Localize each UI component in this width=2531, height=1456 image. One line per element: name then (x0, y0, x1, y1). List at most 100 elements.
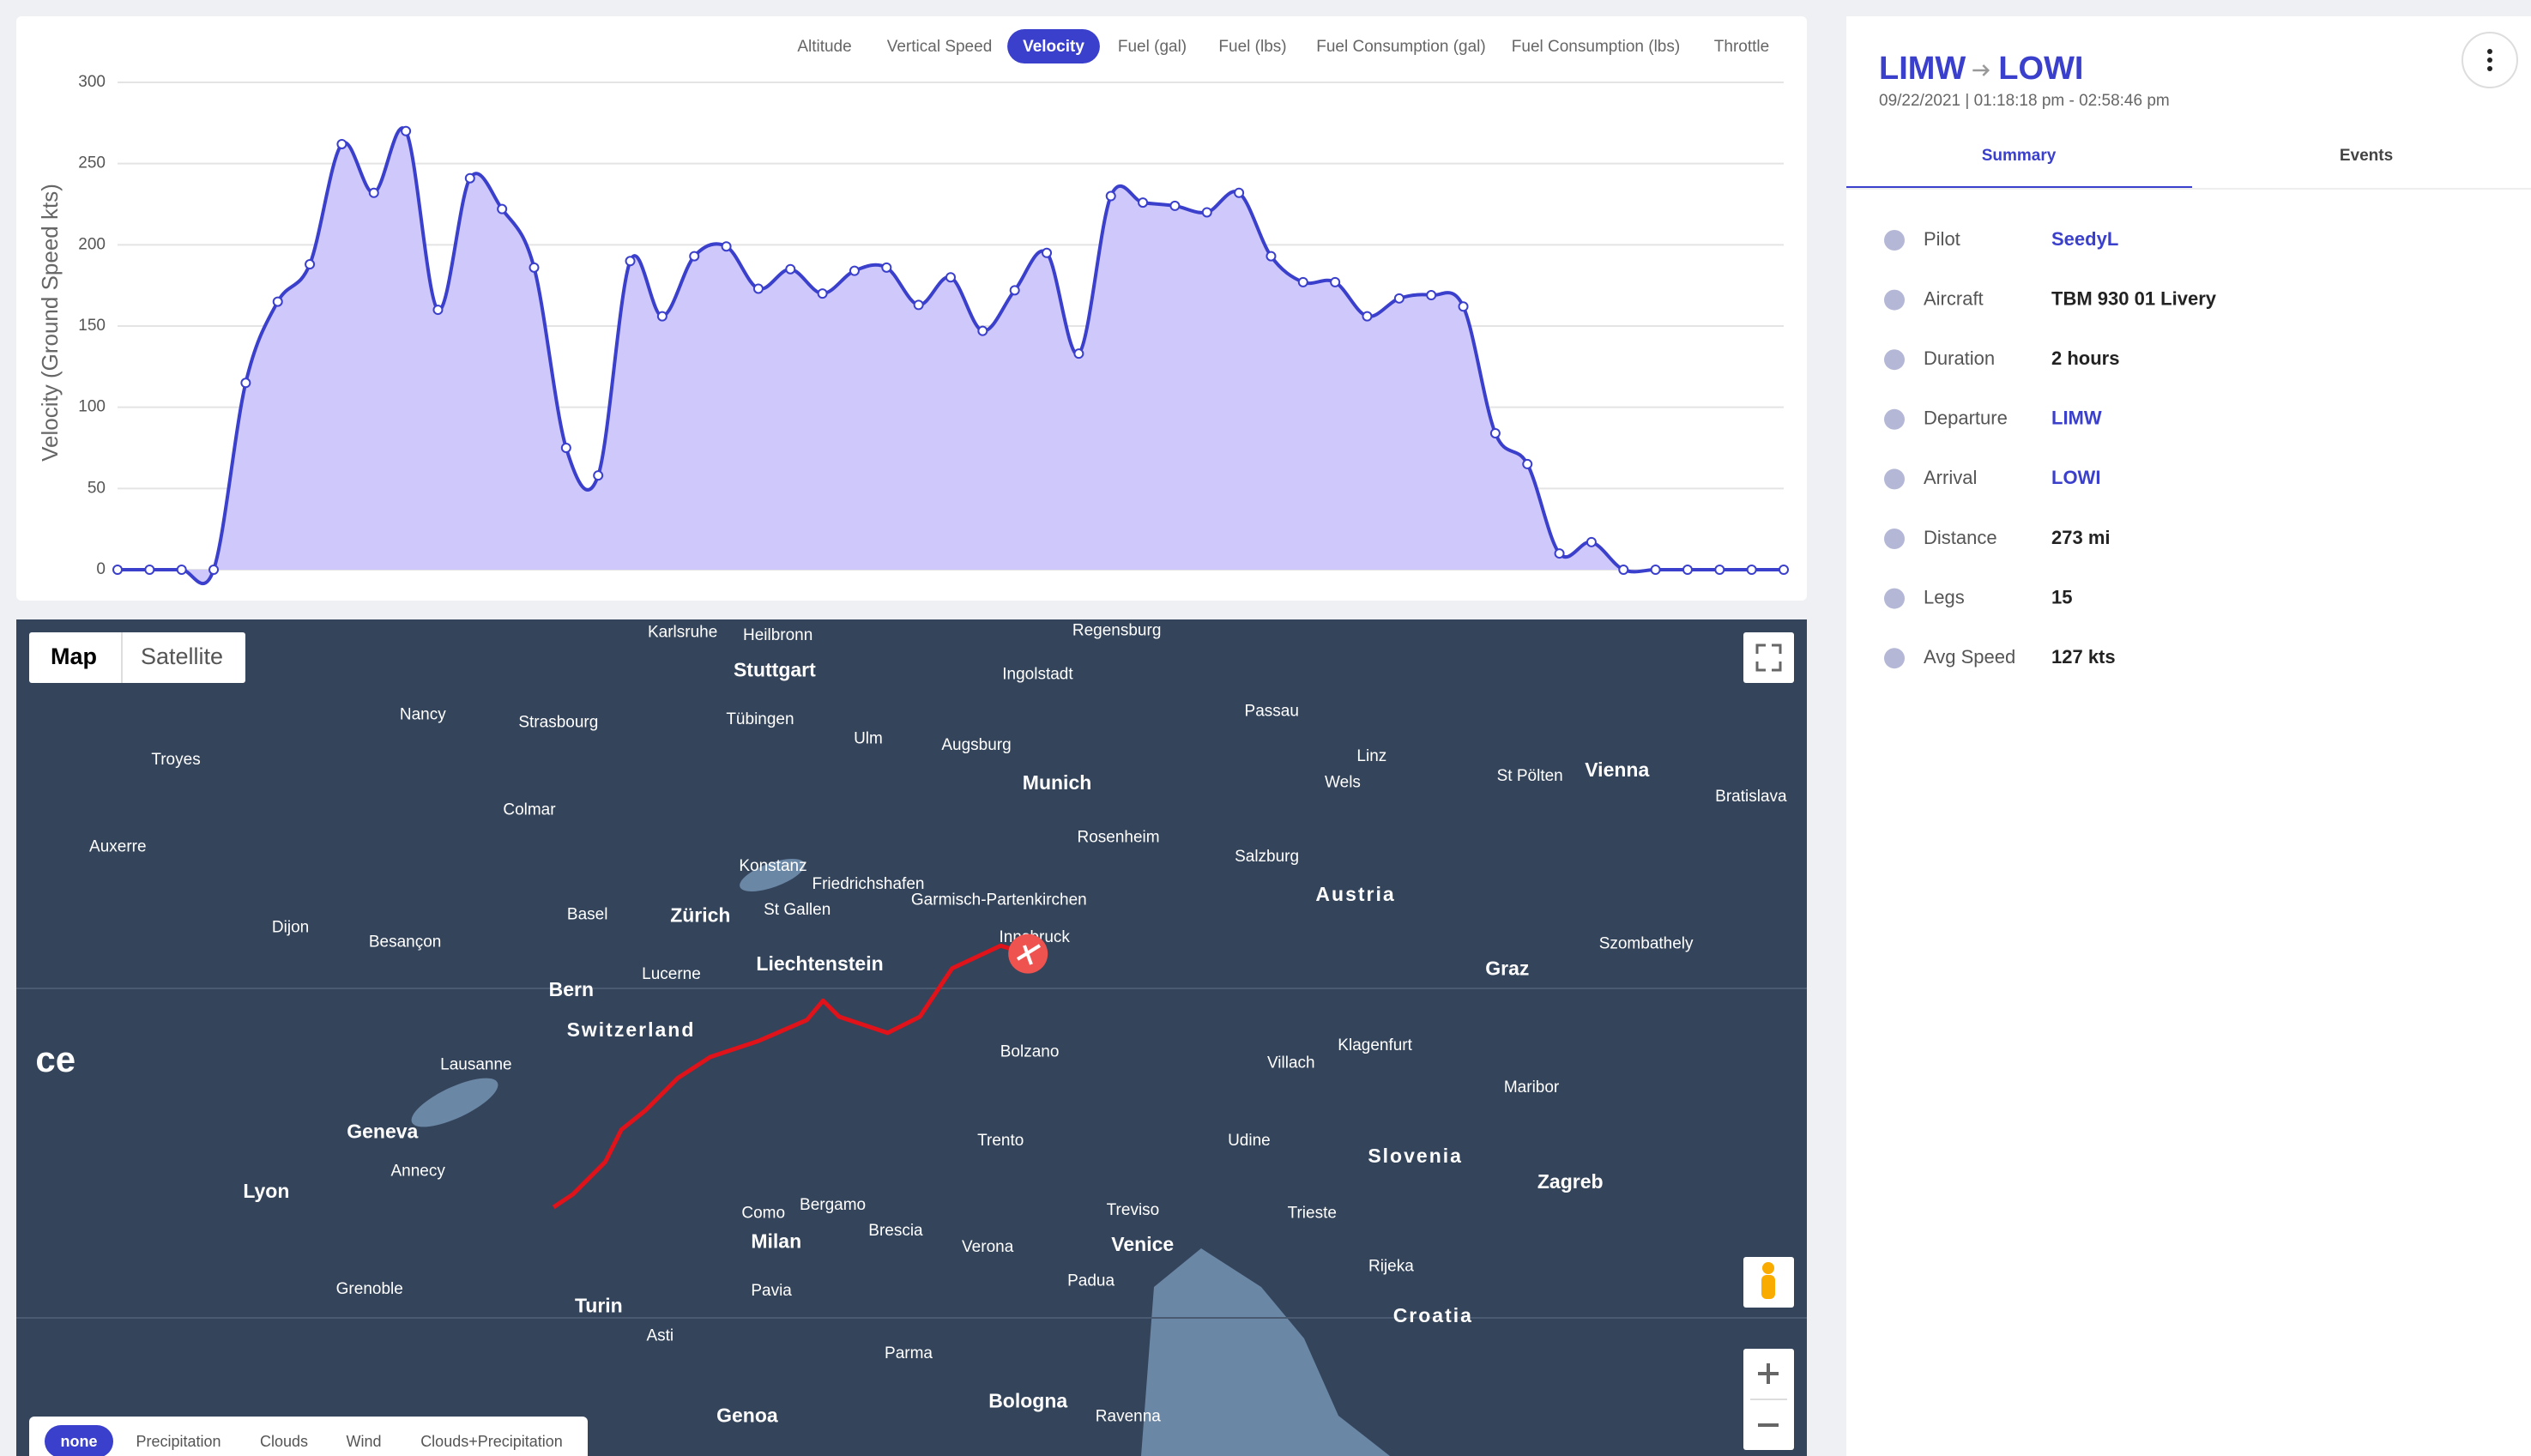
data-point (1618, 565, 1629, 575)
detail-label: Avg Speed (1924, 646, 2015, 668)
chart-tab[interactable]: Throttle (1714, 38, 1769, 56)
data-point (432, 305, 444, 316)
layer-button[interactable]: Clouds (260, 1433, 308, 1450)
detail-label: Legs (1924, 586, 1965, 607)
zoom-in[interactable] (1758, 1363, 1779, 1384)
detail-label: Aircraft (1924, 287, 1984, 309)
map-label: Bologna (988, 1390, 1067, 1412)
map-type-button[interactable]: Map (51, 643, 97, 669)
detail-value[interactable]: LIMW (2051, 408, 2102, 429)
map-label: Troyes (151, 751, 200, 769)
data-point (176, 565, 187, 575)
chart-tab[interactable]: Fuel Consumption (gal) (1316, 38, 1485, 56)
data-point (529, 262, 540, 273)
chart-tab[interactable]: Vertical Speed (887, 38, 993, 56)
map-label: Udine (1228, 1132, 1271, 1150)
data-point (1138, 197, 1149, 208)
aircraft-icon (1016, 944, 1042, 965)
detail-value[interactable]: SeedyL (2051, 228, 2118, 250)
y-tick-label: 150 (78, 317, 106, 335)
map-label: Genoa (716, 1405, 778, 1427)
map-type-button[interactable]: Satellite (141, 643, 223, 669)
data-point (1682, 565, 1693, 575)
flight-route (552, 943, 1029, 1210)
map-label: Passau (1245, 703, 1299, 721)
data-point (1554, 548, 1565, 559)
chart-tab[interactable]: Fuel (lbs) (1218, 38, 1286, 56)
data-point (1362, 311, 1373, 322)
detail-value: 15 (2051, 586, 2072, 607)
chart: Altitude Vertical Speed Velocity Fuel (gal)… (37, 29, 1789, 585)
data-point (112, 565, 123, 575)
data-point (656, 311, 667, 322)
detail-value: 2 hours (2051, 347, 2119, 369)
map-label: Zürich (670, 903, 730, 926)
detail-label: Departure (1924, 408, 2008, 429)
panel-tab[interactable]: Summary (1982, 147, 2057, 165)
data-point (497, 203, 508, 214)
departure-code: LIMW (1879, 51, 1966, 87)
data-point (817, 288, 828, 299)
data-point (1586, 536, 1597, 547)
map-label: Rijeka (1368, 1258, 1414, 1276)
data-point (1522, 458, 1533, 469)
data-point (1330, 276, 1341, 287)
map-label: Auxerre (89, 838, 147, 856)
map-label: Karlsruhe (648, 623, 717, 641)
map-label: Lausanne (440, 1055, 511, 1073)
chart-tab[interactable]: Altitude (797, 38, 851, 56)
map-label: Ingolstadt (1002, 665, 1073, 683)
data-point (1042, 247, 1053, 258)
detail-icon (1884, 408, 1905, 430)
map-label: Austria (1315, 883, 1395, 905)
map-label: Besançon (369, 933, 442, 952)
layer-button[interactable]: Wind (346, 1433, 381, 1450)
panel-tab[interactable]: Events (2340, 147, 2393, 165)
map-type-control (29, 632, 245, 683)
map-label: Bergamo (800, 1196, 866, 1214)
fullscreen-button[interactable] (1743, 632, 1794, 683)
map-label: Regensburg (1072, 621, 1162, 639)
data-point (721, 241, 732, 252)
data-point (1297, 276, 1308, 287)
chart-tab[interactable]: Velocity (1023, 38, 1084, 56)
data-point (1266, 251, 1277, 262)
map-label: Nancy (400, 705, 446, 723)
data-point (305, 259, 316, 270)
menu-dot (2487, 66, 2492, 71)
data-point (1458, 301, 1469, 312)
y-tick-label: 300 (78, 73, 106, 91)
side-panel (1846, 16, 2531, 1456)
map-label: Tübingen (726, 710, 794, 728)
fullscreen-icon (1755, 643, 1782, 672)
water (1141, 1248, 1390, 1456)
detail-value: 127 kts (2051, 646, 2116, 668)
map-label: Grenoble (336, 1280, 403, 1298)
data-point (977, 325, 988, 336)
layer-button[interactable]: Clouds+Precipitation (420, 1433, 563, 1450)
chart-tab[interactable]: Fuel (gal) (1118, 38, 1187, 56)
lake (740, 859, 805, 891)
map-label: Dijon (272, 919, 309, 937)
map-label: Garmisch-Partenkirchen (911, 891, 1087, 909)
map-label: Bratislava (1715, 788, 1787, 806)
data-point (625, 256, 636, 267)
map-label: Geneva (347, 1121, 418, 1143)
map-label: Heilbronn (743, 626, 812, 644)
map-label: Konstanz (739, 857, 806, 875)
y-tick-label: 100 (78, 398, 106, 416)
data-point (689, 251, 700, 262)
map-label: Milan (751, 1229, 801, 1252)
data-point (913, 299, 924, 311)
chart-tab[interactable]: Fuel Consumption (lbs) (1512, 38, 1680, 56)
detail-value: 273 mi (2051, 527, 2111, 548)
detail-value: TBM 930 01 Livery (2051, 287, 2217, 309)
layer-button[interactable]: Precipitation (136, 1433, 220, 1450)
y-tick-label: 0 (96, 560, 106, 578)
map[interactable]: Karlsruhe Heilbronn Regensburg Stuttgart Ing… (16, 619, 1807, 1456)
layer-button[interactable]: none (61, 1433, 98, 1450)
detail-value[interactable]: LOWI (2051, 467, 2100, 488)
data-point (1105, 190, 1116, 202)
map-label: Slovenia (1368, 1145, 1463, 1167)
